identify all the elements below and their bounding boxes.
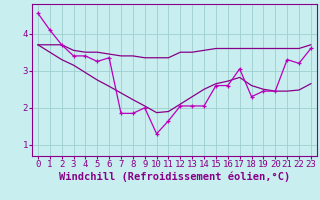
X-axis label: Windchill (Refroidissement éolien,°C): Windchill (Refroidissement éolien,°C) bbox=[59, 172, 290, 182]
